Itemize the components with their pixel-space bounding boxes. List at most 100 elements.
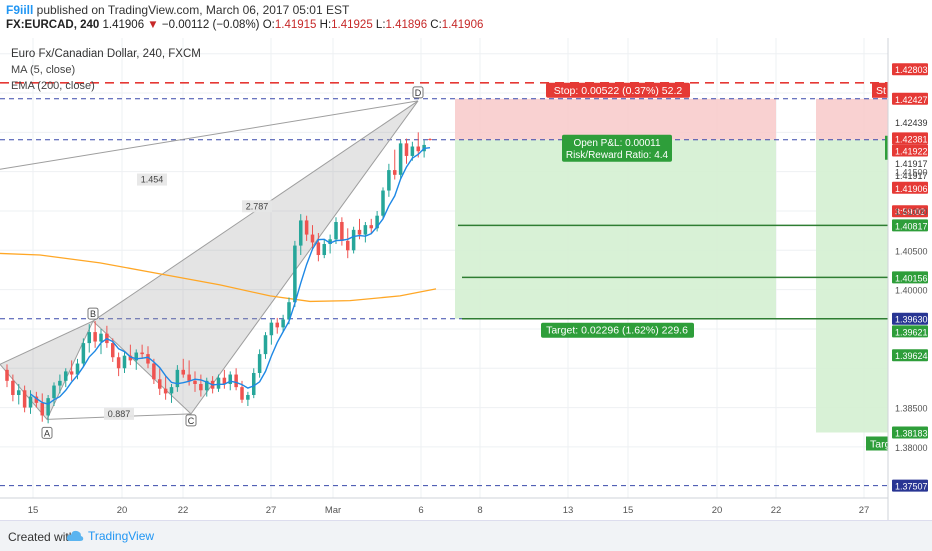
candle-body xyxy=(269,322,274,336)
time-tick-3: 27 xyxy=(266,505,277,516)
price-chart[interactable]: A B C D 1.454 2.787 0.887 Stop: 0.00522 (0.37%… xyxy=(0,38,932,520)
candle-body xyxy=(369,225,374,229)
chart-legend: Euro Fx/Canadian Dollar, 240, FXCM MA (5… xyxy=(11,48,201,92)
horizontal-lines xyxy=(0,82,888,487)
time-tick-8: 15 xyxy=(623,505,634,516)
candle-body xyxy=(58,380,62,386)
price-tag-10: 1.41000 xyxy=(895,207,928,217)
candle-body xyxy=(316,242,321,256)
candle-body xyxy=(93,332,97,342)
price-tag-4: 1.41922 xyxy=(895,146,928,156)
price-tag-box-22 xyxy=(892,479,928,492)
candle-body xyxy=(22,390,27,408)
candle-body xyxy=(110,343,115,358)
author-name[interactable]: F9iill xyxy=(6,3,34,17)
time-tick-5: 6 xyxy=(418,505,423,516)
price-tag-box-16 xyxy=(892,312,928,325)
time-axis[interactable]: 15 20 22 27 Mar 6 8 13 15 20 22 27 xyxy=(28,505,870,516)
candle-body xyxy=(234,374,238,388)
ma-line xyxy=(30,146,431,405)
price-tag-12: 1.40500 xyxy=(895,246,928,256)
candle-body xyxy=(69,371,74,375)
candle-body xyxy=(99,333,103,342)
price-tag-1: 1.42427 xyxy=(895,95,928,105)
point-b-label-box xyxy=(87,307,99,320)
ratio-bd-label-box xyxy=(242,200,272,213)
candle-body xyxy=(416,146,421,152)
tradingview-brand[interactable]: TradingView xyxy=(88,529,155,543)
candle-body xyxy=(140,352,144,355)
target-label-cut-box xyxy=(866,436,888,451)
candle-body xyxy=(75,363,80,375)
price-tag-box-5 xyxy=(892,156,928,169)
time-tick-4: Mar xyxy=(325,505,341,516)
candle-body xyxy=(16,390,21,395)
price-tag-14: 1.40000 xyxy=(895,286,928,296)
price-tag-6: 1.41917 xyxy=(895,171,928,181)
time-tick-11: 27 xyxy=(859,505,870,516)
candle-body xyxy=(251,372,256,395)
open-value: 1.41915 xyxy=(274,19,317,31)
price-tag-box-0 xyxy=(892,63,928,76)
candle-body xyxy=(28,396,33,408)
price-change: −0.00112 (−0.08%) xyxy=(161,19,260,31)
stop-zone-2 xyxy=(816,98,888,140)
time-tick-10: 22 xyxy=(771,505,782,516)
point-c-label: C xyxy=(188,416,195,426)
price-tag-box-1 xyxy=(892,92,928,105)
price-axis[interactable]: 1.42803 1.42427 1.42439 1.42381 1.41922 1.419… xyxy=(892,63,928,492)
open-label: O: xyxy=(262,19,275,31)
stop-label-cut: St xyxy=(876,85,886,97)
position-labels: Stop: 0.00522 (0.37%) 52.2 St Open P&L: 0.… xyxy=(541,82,891,451)
candle-body xyxy=(193,380,197,384)
price-tag-11: 1.40817 xyxy=(895,221,928,231)
price-tag-17: 1.39621 xyxy=(895,327,928,337)
price-tag-box-8 xyxy=(892,205,928,218)
price-tag-3: 1.42381 xyxy=(895,134,928,144)
chart-area[interactable]: A B C D 1.454 2.787 0.887 Stop: 0.00522 (0.37%… xyxy=(0,38,932,520)
candle-body xyxy=(187,374,191,381)
candle-body xyxy=(63,371,68,381)
point-a-label: A xyxy=(44,428,50,438)
candle-body xyxy=(122,355,127,369)
candle-body xyxy=(340,222,344,241)
price-tag-9: 1.41500 xyxy=(895,168,928,178)
created-with-text: Created with xyxy=(8,530,76,544)
candle-body xyxy=(169,387,174,394)
legend-title: Euro Fx/Canadian Dollar, 240, FXCM xyxy=(11,48,201,60)
publish-text: published on TradingView.com, March 06, … xyxy=(33,3,350,17)
candle-body xyxy=(410,146,415,156)
price-tag-7: 1.41906 xyxy=(895,184,928,194)
stop-zone xyxy=(455,98,776,140)
tradingview-cloud-icon xyxy=(66,530,84,541)
ma-5-line xyxy=(30,146,431,405)
time-tick-7: 13 xyxy=(563,505,574,516)
candle-body xyxy=(428,139,432,141)
price-tag-box-6 xyxy=(892,168,928,181)
target-label-cut: Targ xyxy=(870,438,891,450)
price-tag-16: 1.39630 xyxy=(895,315,928,325)
candle-body xyxy=(216,377,221,389)
down-arrow-icon: ▼ xyxy=(147,19,159,31)
price-tag-box-7 xyxy=(892,181,928,194)
price-tag-21: 1.38000 xyxy=(895,443,928,453)
position-zones xyxy=(455,98,888,433)
price-tag-5: 1.41917 xyxy=(895,159,928,169)
point-b-label: B xyxy=(90,309,96,319)
price-tag-box-20 xyxy=(892,426,928,439)
time-tick-6: 8 xyxy=(477,505,482,516)
candle-body xyxy=(351,229,356,251)
price-tag-box-17 xyxy=(892,325,928,338)
candle-body xyxy=(81,343,86,364)
stop-label: Stop: 0.00522 (0.37%) 52.2 xyxy=(554,85,683,97)
ratio-bd-label: 2.787 xyxy=(246,201,269,211)
candle-body xyxy=(146,354,150,364)
candle-body xyxy=(304,220,309,235)
candle-body xyxy=(199,383,203,391)
candle-body xyxy=(87,332,92,344)
high-label: H: xyxy=(319,19,332,31)
candle-body xyxy=(240,387,244,400)
candle-body xyxy=(387,170,391,191)
candle-body xyxy=(40,402,45,416)
price-tag-box-18 xyxy=(892,349,928,362)
